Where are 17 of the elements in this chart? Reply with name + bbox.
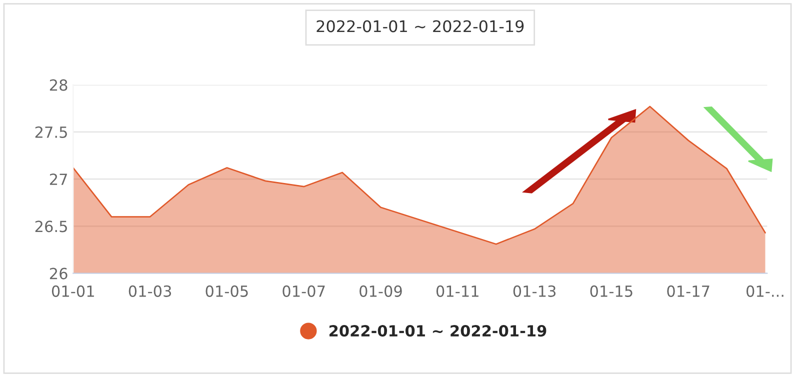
y-tick-label: 27.5 xyxy=(35,126,67,138)
x-tick-label: 01-11 xyxy=(436,285,478,297)
x-tick-label: 01-03 xyxy=(128,285,172,297)
legend-label: 2022-01-01 ~ 2022-01-19 xyxy=(329,325,546,337)
x-tick-label: 01-17 xyxy=(667,285,710,297)
y-tick-label: 28 xyxy=(50,79,68,91)
x-tick-label: 01-05 xyxy=(206,285,248,297)
y-tick-label: 27 xyxy=(50,174,67,185)
y-tick-label: 26.5 xyxy=(35,220,67,232)
x-tick-label: 01-09 xyxy=(360,285,402,297)
x-tick-label: 01-01 xyxy=(52,285,94,297)
x-tick-label: 01-07 xyxy=(282,285,325,297)
x-tick-label: 01-15 xyxy=(590,285,632,297)
y-tick-label: 26 xyxy=(50,268,68,280)
chart-title: 2022-01-01 ~ 2022-01-19 xyxy=(316,20,524,32)
x-tick-label: 01-13 xyxy=(513,285,556,297)
x-tick-label: 01-... xyxy=(746,285,784,297)
